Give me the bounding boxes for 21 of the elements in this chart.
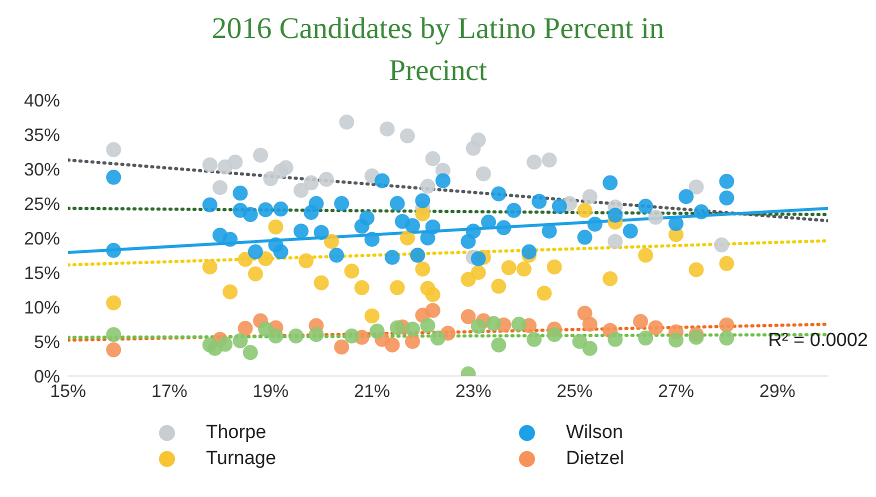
y-tick-label: 30% <box>24 159 60 180</box>
legend-label: Turnage <box>206 448 276 470</box>
y-tick-label: 35% <box>24 124 60 145</box>
annotation: R² = 0.0002 <box>768 330 868 352</box>
legend-label: Thorpe <box>206 422 266 444</box>
y-tick-label: 25% <box>24 194 60 214</box>
legend-label: Dietzel <box>566 448 624 470</box>
x-tick-label: 25% <box>556 380 593 401</box>
y-tick-label: 40% <box>24 90 60 110</box>
legend-label: Wilson <box>566 422 624 444</box>
x-tick-label: 19% <box>252 380 289 401</box>
x-tick-label: 17% <box>151 380 188 401</box>
y-tick-label: 5% <box>34 332 60 352</box>
chart-title: 2016 Candidates by Latino Percent in Precinct <box>210 11 666 89</box>
x-tick-label: 29% <box>759 380 796 401</box>
x-tick-label: 27% <box>658 380 694 401</box>
x-tick-label: 21% <box>354 380 390 401</box>
y-tick-label: 20% <box>24 228 60 248</box>
x-tick-label: 23% <box>455 380 492 401</box>
y-tick-label: 10% <box>24 297 60 318</box>
y-tick-label: 15% <box>24 262 60 283</box>
